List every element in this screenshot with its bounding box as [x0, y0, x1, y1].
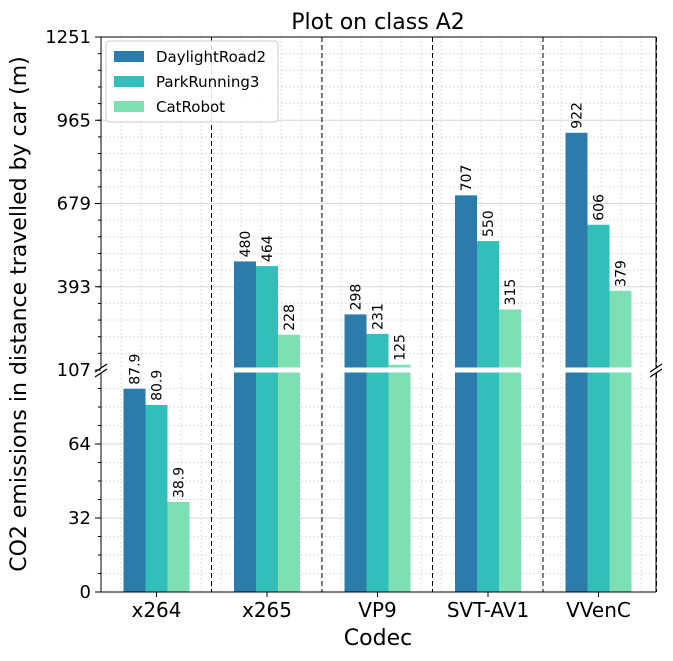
axis-break-mark — [649, 368, 663, 378]
bar — [455, 195, 477, 370]
axis-break-gap — [99, 367, 658, 373]
bar — [609, 290, 632, 370]
data-label: 480 — [238, 231, 254, 258]
bar — [565, 370, 588, 592]
bar — [256, 266, 278, 370]
x-tick-label: x265 — [242, 598, 292, 622]
bar — [256, 370, 278, 592]
y-tick-label: 32 — [68, 508, 91, 529]
y-tick-label: 64 — [68, 434, 91, 455]
bar — [609, 370, 632, 592]
x-tick-label: VP9 — [358, 598, 396, 622]
bar — [455, 370, 477, 592]
bar — [234, 261, 256, 370]
plot-area: 107 393 679 965 1251 0 32 64 x264 x265 VP9 SVT-AV1 V… — [45, 27, 663, 622]
data-label: 231 — [371, 303, 387, 330]
data-label: 315 — [503, 279, 519, 306]
bar — [145, 404, 168, 592]
legend-label: DaylightRoad2 — [156, 48, 266, 66]
y-tick-label: 393 — [57, 277, 91, 298]
bar — [477, 241, 499, 370]
bar — [477, 370, 499, 592]
bar — [344, 370, 367, 592]
bar — [587, 370, 610, 592]
bar — [123, 388, 146, 592]
data-label: 298 — [349, 284, 365, 311]
data-label: 125 — [393, 334, 409, 361]
chart-title: Plot on class A2 — [291, 10, 465, 35]
bar — [278, 370, 300, 592]
legend-label: ParkRunning3 — [156, 73, 259, 91]
bar — [234, 370, 256, 592]
legend-swatch — [114, 101, 144, 112]
bar — [388, 364, 411, 370]
y-tick-label: 107 — [57, 360, 91, 381]
axis-break-mark — [649, 363, 663, 373]
data-label: 87.9 — [128, 354, 144, 385]
data-label: 922 — [570, 102, 586, 129]
data-label: 550 — [481, 210, 497, 237]
axis-break-mark — [94, 368, 108, 378]
bar — [499, 370, 521, 592]
x-tick-label: VVenC — [566, 598, 631, 622]
bar — [565, 132, 588, 370]
axis-break-mark — [94, 363, 108, 373]
bar — [278, 334, 300, 370]
x-axis-title: Codec — [344, 626, 412, 651]
y-tick-label: 0 — [80, 582, 91, 603]
bar — [366, 333, 389, 370]
legend-swatch — [114, 76, 144, 87]
bar — [388, 370, 411, 592]
legend-box — [105, 40, 279, 123]
x-tick-label: x264 — [131, 598, 181, 622]
bar — [344, 314, 367, 370]
x-tick-label: SVT-AV1 — [447, 598, 529, 622]
data-label: 707 — [459, 165, 475, 192]
legend-label: CatRobot — [156, 98, 225, 116]
data-label: 228 — [282, 304, 298, 331]
y-axis-title: CO2 emissions in distance travelled by c… — [7, 56, 32, 572]
y-tick-label: 679 — [57, 194, 91, 215]
data-label: 38.9 — [172, 467, 188, 498]
y-tick-label: 1251 — [45, 27, 91, 48]
data-label: 606 — [592, 194, 608, 221]
bar — [499, 309, 521, 370]
data-label: 379 — [614, 260, 630, 287]
data-label: 464 — [260, 235, 276, 262]
data-label: 80.9 — [150, 370, 166, 401]
legend-swatch — [114, 51, 144, 62]
y-tick-label: 965 — [57, 110, 91, 131]
bar — [587, 224, 610, 370]
bar — [366, 370, 389, 592]
bar — [167, 502, 190, 592]
